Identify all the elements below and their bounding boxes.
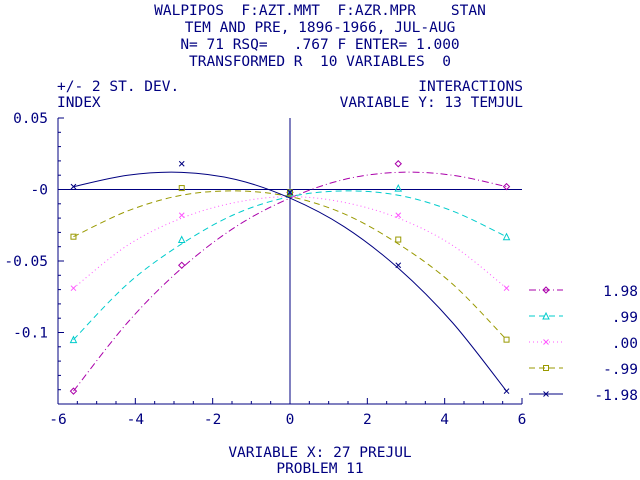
header-line-3: N= 71 RSQ= .767 F ENTER= 1.000 (180, 37, 460, 53)
legend-label-0: 1.98 (603, 284, 638, 300)
marker-stroke (395, 212, 402, 219)
plot-frame (57, 118, 522, 405)
legend-marker-1 (542, 311, 550, 320)
data-point (70, 285, 77, 292)
data-point (178, 212, 185, 219)
x-axis-title: VARIABLE X: 27 PREJUL (228, 445, 412, 461)
index-label: INDEX (57, 95, 101, 111)
marker-stroke (287, 189, 293, 196)
legend-marker-0 (542, 286, 550, 294)
data-point (287, 189, 293, 196)
marker-stroke (503, 388, 510, 394)
data-point (395, 212, 402, 219)
data-point (69, 335, 78, 344)
x-tick-label: 2 (363, 412, 372, 428)
data-point (395, 262, 402, 269)
marker-stroke (178, 212, 185, 219)
legend-marker-4 (543, 391, 549, 397)
marker-stroke (70, 183, 77, 190)
legend-label-3: -.99 (603, 362, 638, 378)
marker-stroke (503, 285, 510, 292)
data-point (178, 160, 185, 167)
variable-y-label: VARIABLE Y: 13 TEMJUL (339, 95, 523, 111)
y-tick-label: 0.05 (13, 111, 48, 127)
marker-stroke (395, 262, 402, 269)
header-line-1: WALPIPOS F:AZT.MMT F:AZR.MPR STAN (154, 3, 486, 19)
data-point (69, 387, 78, 395)
legend-marker-3 (543, 365, 549, 371)
data-point (503, 285, 510, 292)
data-point (503, 388, 510, 394)
x-tick-label: 0 (286, 412, 295, 428)
legend-label-1: .99 (612, 310, 638, 326)
data-point (70, 233, 77, 240)
series-line-3 (73, 190, 507, 340)
data-point (394, 183, 403, 192)
data-point (503, 336, 510, 343)
header-line-2: TEM AND PRE, 1896-1966, JUL-AUG (184, 20, 456, 36)
data-point (177, 235, 186, 244)
series-group (69, 160, 511, 395)
data-point (287, 189, 293, 196)
legend-marker-2 (543, 339, 549, 345)
data-point (395, 236, 402, 243)
x-tick-label: -6 (49, 412, 66, 428)
x-tick-label: 4 (440, 412, 449, 428)
data-point (178, 261, 186, 269)
data-point (178, 185, 185, 192)
marker-stroke (178, 160, 185, 167)
marker-stroke (70, 285, 77, 292)
x-tick-label: -2 (204, 412, 221, 428)
legend-label-2: .00 (612, 336, 638, 352)
data-point (502, 182, 511, 191)
axis-tick-labels: -6 -4 -2 0 2 4 6 0.05 -0 -0.05 -0.1 (4, 111, 526, 428)
legend-label-4: -1.98 (594, 388, 638, 404)
data-point (394, 160, 402, 168)
series-line-4 (73, 171, 507, 392)
x-tick-label: 6 (518, 412, 527, 428)
marker-stroke (543, 391, 549, 397)
y-tick-label: -0.1 (13, 326, 48, 342)
axis-ticks (57, 117, 523, 405)
y-tick-label: -0.05 (4, 254, 48, 270)
stdev-label: +/- 2 ST. DEV. (57, 79, 180, 95)
footer-problem: PROBLEM 11 (276, 461, 364, 477)
data-point (70, 183, 77, 190)
data-point (502, 232, 511, 241)
header-line-4: TRANSFORMED R 10 VARIABLES 0 (189, 54, 451, 70)
legend: 1.98 .99 .00 -.99 -1.98 (529, 284, 638, 404)
marker-stroke (543, 339, 549, 345)
interactions-label: INTERACTIONS (418, 79, 523, 95)
y-tick-label: -0 (31, 183, 48, 199)
series-line-0 (73, 171, 507, 392)
x-tick-label: -4 (127, 412, 145, 428)
